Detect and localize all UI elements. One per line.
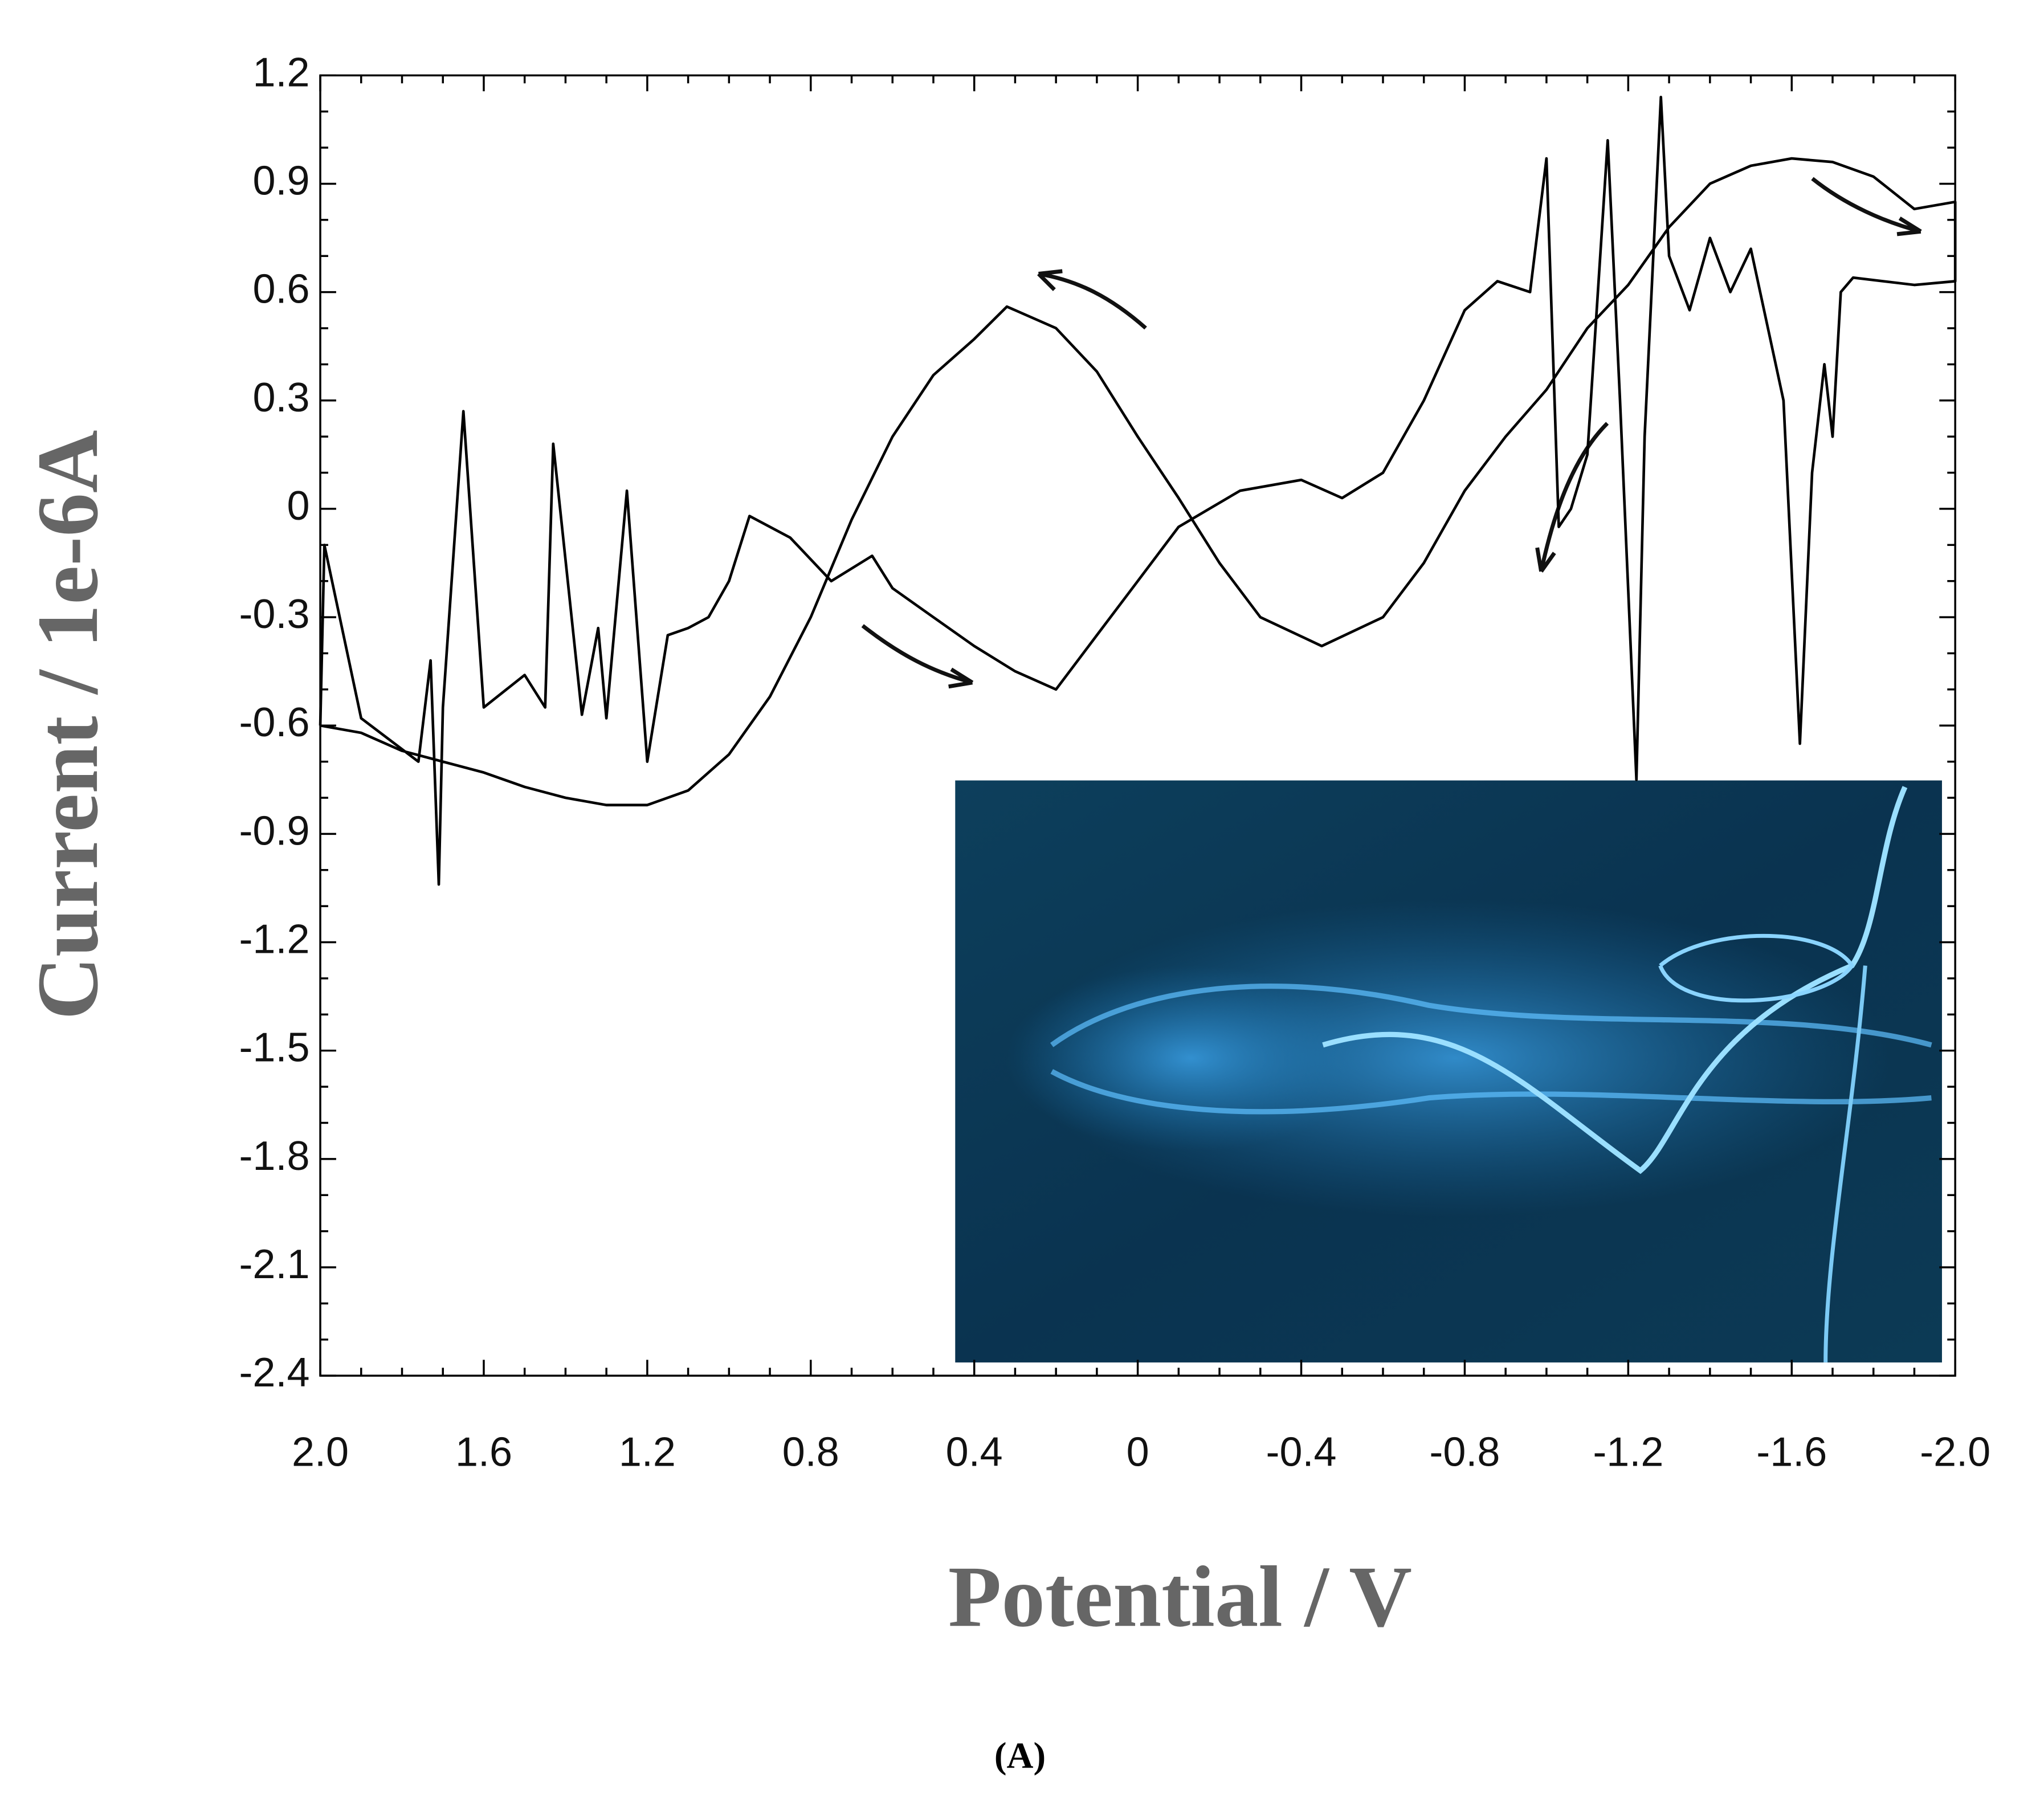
x-tick-label: 0 bbox=[1127, 1429, 1149, 1475]
y-tick-label: -2.1 bbox=[239, 1242, 309, 1287]
x-tick-label: -0.4 bbox=[1266, 1429, 1337, 1475]
y-tick-label: -2.4 bbox=[239, 1350, 309, 1396]
x-axis-title: Potential / V bbox=[948, 1548, 1412, 1645]
y-tick-label: -0.6 bbox=[239, 700, 309, 745]
x-tick-label: 1.6 bbox=[455, 1429, 512, 1475]
x-tick-label: 1.2 bbox=[619, 1429, 676, 1475]
x-tick-label: -1.6 bbox=[1756, 1429, 1827, 1475]
cv-curve bbox=[319, 96, 1957, 886]
x-tick-label: 2.0 bbox=[292, 1429, 349, 1475]
y-axis-title: Current / 1e-6A bbox=[19, 430, 116, 1019]
x-tick-label: -2.0 bbox=[1920, 1429, 1990, 1475]
y-tick-label: -0.9 bbox=[239, 808, 309, 854]
y-tick-label: -1.2 bbox=[239, 917, 309, 962]
x-tick-label: -1.2 bbox=[1593, 1429, 1663, 1475]
y-tick-label: 0 bbox=[287, 483, 309, 529]
y-tick-label: 0.9 bbox=[252, 158, 309, 203]
x-tick-label: -0.8 bbox=[1429, 1429, 1500, 1475]
caption: (A) bbox=[994, 1735, 1046, 1776]
direction-arrows bbox=[861, 177, 1922, 689]
y-tick-label: -1.5 bbox=[239, 1025, 309, 1071]
y-tick-label: 0.3 bbox=[252, 375, 309, 421]
y-tick-label: -1.8 bbox=[239, 1133, 309, 1179]
x-tick-label: 0.4 bbox=[946, 1429, 1003, 1475]
x-tick-label: 0.8 bbox=[782, 1429, 839, 1475]
y-tick-label: 0.6 bbox=[252, 267, 309, 312]
y-tick-label: 1.2 bbox=[252, 50, 309, 95]
inset-image bbox=[955, 780, 1942, 1362]
y-tick-label: -0.3 bbox=[239, 591, 309, 637]
